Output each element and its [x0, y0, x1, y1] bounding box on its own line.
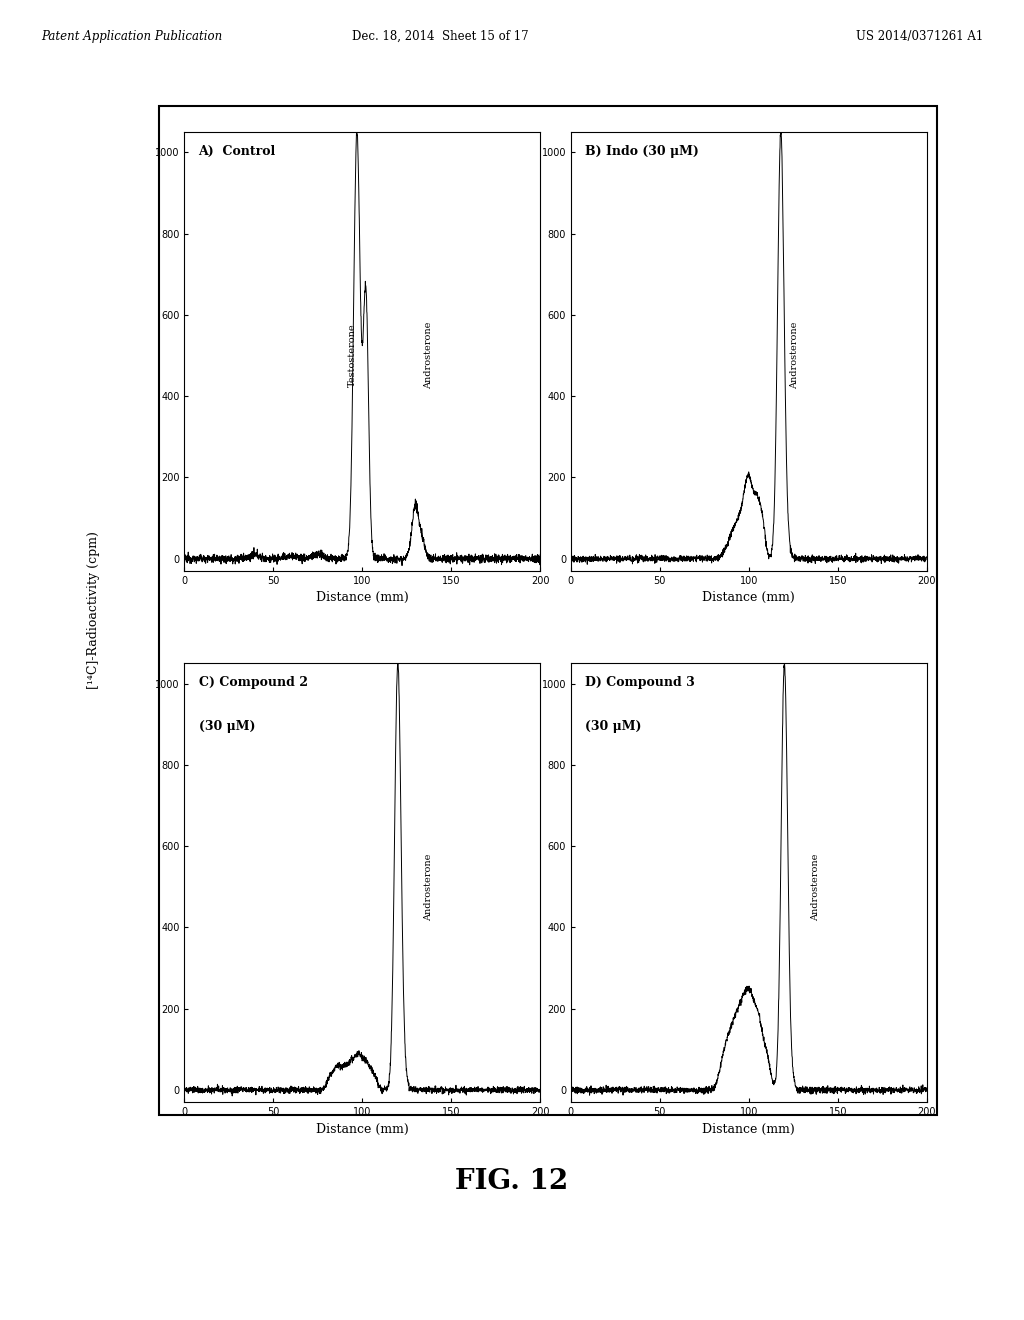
Text: Androsterone: Androsterone: [425, 322, 433, 389]
Text: Androsterone: Androsterone: [790, 322, 799, 389]
Text: Patent Application Publication: Patent Application Publication: [41, 30, 222, 42]
Text: Testosterone: Testosterone: [348, 323, 357, 387]
Text: Androsterone: Androsterone: [425, 853, 433, 920]
Text: US 2014/0371261 A1: US 2014/0371261 A1: [856, 30, 983, 42]
Text: (30 μM): (30 μM): [585, 721, 642, 734]
Text: A)  Control: A) Control: [199, 145, 275, 158]
Text: C) Compound 2: C) Compound 2: [199, 676, 307, 689]
Text: [¹⁴C]-Radioactivity (cpm): [¹⁴C]-Radioactivity (cpm): [87, 532, 100, 689]
Text: Androsterone: Androsterone: [811, 853, 820, 920]
Text: (30 μM): (30 μM): [199, 721, 255, 734]
Text: FIG. 12: FIG. 12: [456, 1168, 568, 1195]
Text: D) Compound 3: D) Compound 3: [585, 676, 695, 689]
Text: B) Indo (30 μM): B) Indo (30 μM): [585, 145, 699, 158]
X-axis label: Distance (mm): Distance (mm): [702, 591, 796, 605]
X-axis label: Distance (mm): Distance (mm): [315, 1122, 409, 1135]
X-axis label: Distance (mm): Distance (mm): [315, 591, 409, 605]
X-axis label: Distance (mm): Distance (mm): [702, 1122, 796, 1135]
Text: Dec. 18, 2014  Sheet 15 of 17: Dec. 18, 2014 Sheet 15 of 17: [352, 30, 528, 42]
